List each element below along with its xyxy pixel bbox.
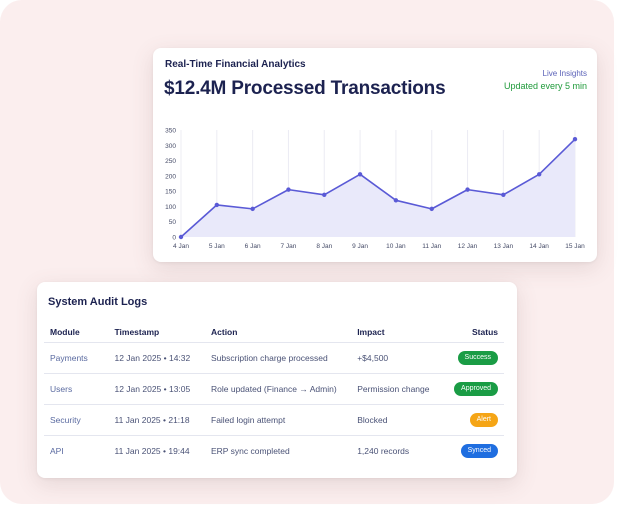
data-point[interactable]: [465, 187, 470, 192]
column-header-impact: Impact: [357, 327, 385, 337]
status-badge: Alert: [469, 413, 498, 427]
data-point[interactable]: [250, 206, 255, 212]
data-point[interactable]: [214, 202, 220, 208]
cell-action: Role updated (Finance → Admin): [205, 373, 352, 405]
table-row[interactable]: API 11 Jan 2025 • 19:44 ERP sync complet…: [44, 435, 504, 466]
x-tick-label: 11 Jan: [422, 243, 441, 250]
data-point[interactable]: [536, 172, 542, 177]
table-row[interactable]: Security 11 Jan 2025 • 21:18 Failed logi…: [44, 404, 504, 436]
y-tick-label: 50: [169, 219, 177, 226]
column-header-timestamp: Timestamp: [114, 327, 160, 337]
cell-impact: Permission change: [351, 373, 449, 405]
live-insights-label: Live Insights: [542, 69, 587, 78]
x-tick-label: 8 Jan: [316, 243, 332, 250]
x-tick-label: 13 Jan: [494, 243, 514, 250]
y-tick-label: 300: [165, 143, 176, 150]
x-tick-label: 14 Jan: [529, 243, 549, 250]
table-row[interactable]: Users 12 Jan 2025 • 13:05 Role updated (…: [44, 373, 504, 405]
table-header-row: Module Timestamp Action Impact Status: [44, 322, 504, 343]
y-tick-label: 350: [165, 128, 176, 135]
cell-module: Payments: [44, 342, 109, 374]
table-row[interactable]: Payments 12 Jan 2025 • 14:32 Subscriptio…: [44, 342, 504, 374]
cell-impact: Blocked: [351, 404, 449, 436]
cell-action: Failed login attempt: [205, 404, 352, 436]
x-tick-label: 7 Jan: [281, 243, 297, 250]
x-tick-label: 10 Jan: [386, 243, 406, 250]
cell-module: API: [44, 435, 109, 466]
analytics-title: Real-Time Financial Analytics: [165, 59, 306, 70]
data-point[interactable]: [393, 198, 399, 203]
y-tick-label: 150: [165, 189, 176, 196]
y-tick-label: 100: [165, 204, 176, 211]
x-tick-label: 12 Jan: [458, 243, 478, 250]
cell-impact: 1,240 records: [351, 435, 449, 466]
series-line: [180, 138, 576, 238]
x-tick-label: 5 Jan: [209, 243, 225, 250]
data-point[interactable]: [429, 206, 434, 212]
cell-timestamp: 11 Jan 2025 • 21:18: [108, 404, 205, 436]
cell-module: Users: [44, 373, 109, 405]
status-badge: Approved: [454, 382, 498, 396]
x-tick-label: 9 Jan: [352, 243, 368, 250]
cell-module: Security: [44, 404, 109, 436]
x-tick-label: 15 Jan: [565, 243, 585, 250]
headline-metric: $12.4M Processed Transactions: [164, 78, 446, 99]
data-point[interactable]: [501, 192, 506, 198]
audit-logs-title: System Audit Logs: [48, 296, 148, 308]
update-frequency-label: Updated every 5 min: [503, 81, 587, 91]
x-tick-label: 4 Jan: [173, 243, 189, 250]
cell-action: ERP sync completed: [205, 435, 352, 466]
data-point[interactable]: [357, 172, 363, 177]
cell-timestamp: 11 Jan 2025 • 19:44: [108, 435, 205, 466]
status-badge: Synced: [460, 444, 498, 458]
cell-action: Subscription charge processed: [205, 342, 352, 374]
column-header-status: Status: [472, 327, 498, 337]
cell-timestamp: 12 Jan 2025 • 13:05: [108, 373, 205, 405]
audit-logs-card: System Audit Logs Module Timestamp Actio…: [37, 282, 517, 478]
y-tick-label: 0: [172, 235, 176, 242]
data-point[interactable]: [322, 192, 327, 198]
transactions-chart: 0 50 100 150 200 250 300 350 4 Jan 5 Jan 6 Jan 7 J…: [165, 128, 585, 251]
y-tick-label: 250: [165, 158, 176, 165]
data-point[interactable]: [286, 187, 291, 192]
analytics-card: Real-Time Financial Analytics $12.4M Pro…: [153, 48, 597, 262]
data-point[interactable]: [178, 234, 184, 240]
column-header-module: Module: [50, 327, 80, 337]
audit-table: Module Timestamp Action Impact Status Pa…: [44, 322, 504, 466]
status-badge: Success: [457, 351, 498, 365]
y-tick-label: 200: [165, 173, 176, 180]
column-header-action: Action: [211, 327, 238, 337]
data-point[interactable]: [572, 136, 578, 142]
cell-timestamp: 12 Jan 2025 • 14:32: [108, 342, 205, 374]
cell-impact: +$4,500: [351, 342, 449, 374]
x-tick-label: 6 Jan: [245, 243, 261, 250]
